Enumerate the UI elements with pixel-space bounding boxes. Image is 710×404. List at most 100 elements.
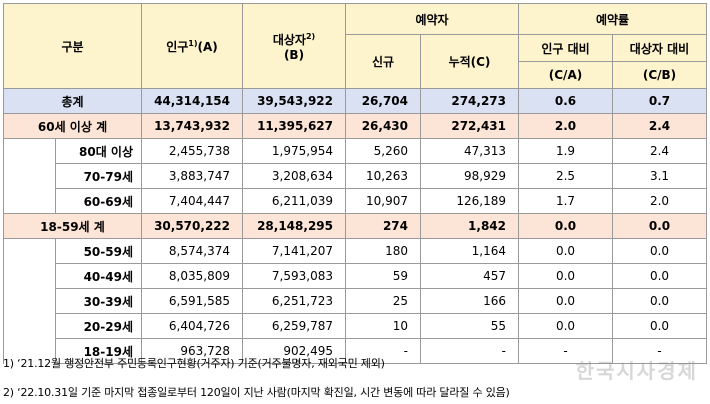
table-cell: 10,263 [345,163,421,189]
footnote-1: 1) ‘21.12월 행정안전부 주민등록인구현황(거주자) 기준(거주불명자,… [3,357,385,370]
table-cell: 7,404,447 [141,188,243,214]
table-cell: 0.0 [612,313,707,339]
row-label: 50-59세 [55,238,142,264]
table-cell: 7,141,207 [242,238,346,264]
table-cell: 3,208,634 [242,163,346,189]
table-row: 총계 44,314,154 39,543,922 26,704 274,273 0.6 0.… [3,88,707,114]
table-cell: 1.9 [518,138,613,164]
table-cell: 1,164 [420,238,519,264]
table-cell: 126,189 [420,188,519,214]
indent-cell [3,288,56,314]
table-cell: 902,495 [242,338,346,364]
header-rate-pop: 인구 대비 [518,34,613,62]
table-cell: 272,431 [420,113,519,139]
table-cell: 55 [420,313,519,339]
row-label: 60세 이상 계 [3,113,142,139]
table-row: 60-69세 7,404,447 6,211,039 10,907 126,189 1.7… [3,188,707,214]
row-label: 30-39세 [55,288,142,314]
header-rate-target: 대상자 대비 [612,34,707,62]
table-cell: 3,883,747 [141,163,243,189]
table-body: 총계 44,314,154 39,543,922 26,704 274,273 0.6 0.… [3,88,707,364]
table-cell: 10 [345,313,421,339]
indent-cell [3,338,56,364]
header-rate-target-unit: (C/B) [612,61,707,89]
table-row: 18-59세 계 30,570,222 28,148,295 274 1,842 0.0 0… [3,213,707,239]
header-new: 신규 [345,34,421,89]
table-cell: 166 [420,288,519,314]
header-reserved: 예약자 [345,3,519,35]
table-cell: 0.0 [612,238,707,264]
table-cell: 457 [420,263,519,289]
table-cell: 0.0 [518,288,613,314]
table-cell: 0.0 [518,313,613,339]
table-cell: 8,574,374 [141,238,243,264]
row-label: 80대 이상 [55,138,142,164]
table-cell: 1,842 [420,213,519,239]
table-cell: 2.5 [518,163,613,189]
header-target: 대상자2) (B) [242,3,346,89]
table-cell: 26,430 [345,113,421,139]
table-row: 40-49세 8,035,809 7,593,083 59 457 0.0 0.0 [3,263,707,289]
table-cell: 0.0 [518,238,613,264]
table-cell: 6,259,787 [242,313,346,339]
header-rate: 예약률 [518,3,707,35]
indent-cell [3,313,56,339]
table-cell: 8,035,809 [141,263,243,289]
reservation-table: 구분 인구1)(A) 대상자2) (B) 예약자 예약률 신규 누적(C) 인구… [3,3,707,364]
table-cell: 274 [345,213,421,239]
table-cell: 10,907 [345,188,421,214]
table-row: 30-39세 6,591,585 6,251,723 25 166 0.0 0.0 [3,288,707,314]
table-cell: 0.6 [518,88,613,114]
row-label: 18-59세 계 [3,213,142,239]
indent-cell [3,263,56,289]
table-cell: 25 [345,288,421,314]
indent-cell [3,138,56,164]
table-row: 70-79세 3,883,747 3,208,634 10,263 98,929 2.5 3… [3,163,707,189]
table-cell: - [420,338,519,364]
row-label: 18-19세 [55,338,142,364]
table-cell: 0.0 [612,288,707,314]
table-cell: 1,975,954 [242,138,346,164]
table-cell: 6,211,039 [242,188,346,214]
header-category: 구분 [3,3,142,89]
row-label: 60-69세 [55,188,142,214]
table-cell: 1.7 [518,188,613,214]
table-cell: 26,704 [345,88,421,114]
table-cell: - [518,338,613,364]
table-cell: 2.0 [612,188,707,214]
table-row: 18-19세 963,728 902,495- - - - [3,338,707,364]
table-cell: 2.0 [518,113,613,139]
table-cell: 2.4 [612,138,707,164]
row-label: 20-29세 [55,313,142,339]
table-cell: 7,593,083 [242,263,346,289]
table-cell: 3.1 [612,163,707,189]
row-label: 40-49세 [55,263,142,289]
table-cell: 44,314,154 [141,88,243,114]
table-cell: 28,148,295 [242,213,346,239]
table-cell: 30,570,222 [141,213,243,239]
table-cell: 6,251,723 [242,288,346,314]
table-cell: 47,313 [420,138,519,164]
table-cell: 2,455,738 [141,138,243,164]
table-row: 60세 이상 계 13,743,932 11,395,627 26,430 272,43… [3,113,707,139]
table-cell: 5,260 [345,138,421,164]
table-cell: 6,591,585 [141,288,243,314]
table-cell: 274,273 [420,88,519,114]
table-cell: 0.0 [518,213,613,239]
header-cumulative: 누적(C) [420,34,519,89]
table-cell: - [345,338,421,364]
table-cell: 98,929 [420,163,519,189]
footnote-2: 2) ‘22.10.31일 기준 마지막 접종일로부터 120일이 지난 사람(… [3,386,510,399]
table-cell: 963,728 [141,338,243,364]
indent-cell [3,163,56,189]
row-label: 총계 [3,88,142,114]
indent-cell [3,238,56,264]
table-cell: 39,543,922 [242,88,346,114]
table-row: 80대 이상 2,455,738 1,975,954 5,260 47,313 1.9 2.… [3,138,707,164]
table-cell: 0.0 [612,213,707,239]
table-row: 50-59세 8,574,374 7,141,207 180 1,164 0.0 0.0 [3,238,707,264]
indent-cell [3,188,56,214]
table-cell: 0.0 [518,263,613,289]
table-cell: - [612,338,707,364]
table-cell: 0.7 [612,88,707,114]
